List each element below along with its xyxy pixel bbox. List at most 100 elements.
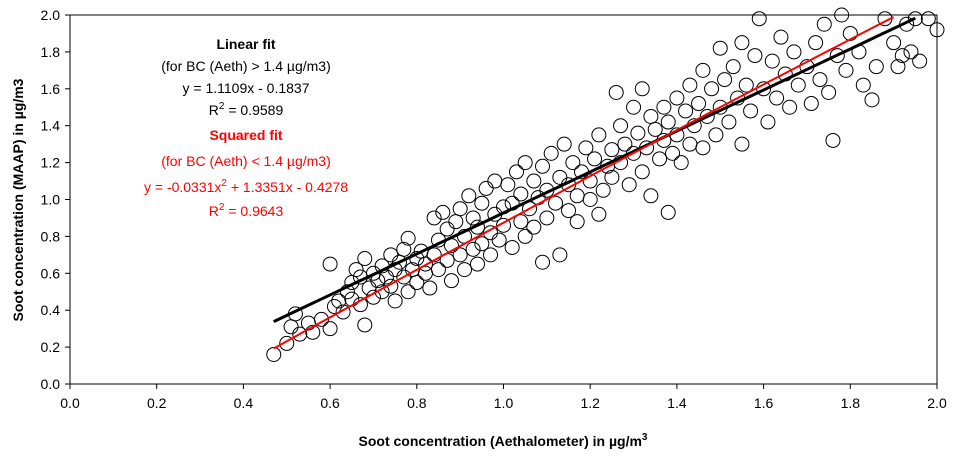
data-point [400,284,416,300]
data-point [439,221,455,237]
x-tick-label: 0.6 [320,395,340,411]
data-point [704,81,720,97]
y-tick-label: 0.2 [41,339,61,355]
x-tick-label: 1.4 [667,395,687,411]
data-point [903,44,919,60]
data-point [699,108,715,124]
data-point [378,269,394,285]
data-point [691,96,707,112]
data-point [474,236,490,252]
linear-fit-line [273,16,916,323]
linear-fit-equation: y = 1.1109x - 0.1837 [183,80,310,96]
data-point [339,284,355,300]
data-point [443,273,459,289]
data-point [552,247,568,263]
data-point [660,114,676,130]
data-point [782,99,798,115]
data-point [829,48,845,64]
fit-lines [273,16,916,350]
data-point [816,16,832,32]
data-point [400,230,416,246]
data-point [812,72,828,88]
data-point [561,203,577,219]
data-point [548,195,564,211]
x-tick-label: 0.2 [147,395,167,411]
y-tick-label: 0.8 [41,228,61,244]
data-point [773,29,789,45]
data-point [452,201,468,217]
data-point [591,206,607,222]
data-point [665,145,681,161]
data-point [292,326,308,342]
data-point [591,127,607,143]
x-tick-label: 1.2 [580,395,600,411]
data-point [608,84,624,100]
data-point [821,84,837,100]
x-axis-title-superscript: 3 [642,432,648,443]
data-point [894,48,910,64]
data-point [326,299,342,315]
data-point [430,262,446,278]
data-point [578,140,594,156]
x-tick-label: 1.0 [494,395,514,411]
y-tick-label: 1.0 [41,192,61,208]
data-point [322,321,338,337]
data-point [513,214,529,230]
y-tick-label: 1.4 [41,118,61,134]
data-point [474,195,490,211]
data-point [422,280,438,296]
data-point [279,335,295,351]
data-point [907,11,923,27]
data-point [652,151,668,167]
squared-fit-equation: y = -0.0331x2 + 1.3351x - 0.4278 [144,178,348,195]
data-point [387,293,403,309]
data-point [647,121,663,137]
data-point [825,132,841,148]
data-point [335,304,351,320]
data-point [764,53,780,69]
data-point [452,247,468,263]
squared-fit-condition: (for BC (Aeth) < 1.4 µg/m3) [161,153,331,169]
data-point [426,210,442,226]
data-point [305,324,321,340]
x-tick-label: 0.8 [407,395,427,411]
data-points [266,7,945,362]
data-point [582,192,598,207]
data-point [626,99,642,115]
data-point [587,151,603,167]
x-tick-label: 1.8 [841,395,861,411]
data-point [712,40,728,56]
data-point [803,96,819,112]
y-axis: 0.0 0.2 0.4 0.6 0.8 1.0 1.2 1.4 1.6 1.8 2.0 [41,7,70,392]
data-point [535,254,551,270]
data-point [725,59,741,75]
y-axis-title: Soot concentration (MAAP) in µg/m3 [10,78,26,321]
data-point [565,155,581,171]
data-point [461,188,477,204]
data-point [526,173,542,189]
data-point [469,256,485,272]
y-tick-label: 2.0 [41,7,61,23]
linear-fit-title: Linear fit [216,36,275,52]
data-point [838,62,854,78]
data-point [886,35,902,51]
data-point [834,7,850,23]
data-point [396,269,412,285]
squared-fit-r2: R2 = 0.9643 [209,202,284,219]
data-point [708,127,724,143]
data-point [456,262,472,278]
data-point [855,77,871,93]
data-point [535,158,551,174]
squared-fit-line [273,16,895,350]
data-point [478,180,494,196]
data-point [920,11,936,27]
data-point [734,35,750,51]
squared-fit-title: Squared fit [209,127,282,143]
data-point [656,99,672,115]
data-point [417,256,433,272]
data-point [426,247,442,263]
data-point [864,92,880,108]
y-tick-label: 0.6 [41,265,61,281]
data-point [890,59,906,75]
